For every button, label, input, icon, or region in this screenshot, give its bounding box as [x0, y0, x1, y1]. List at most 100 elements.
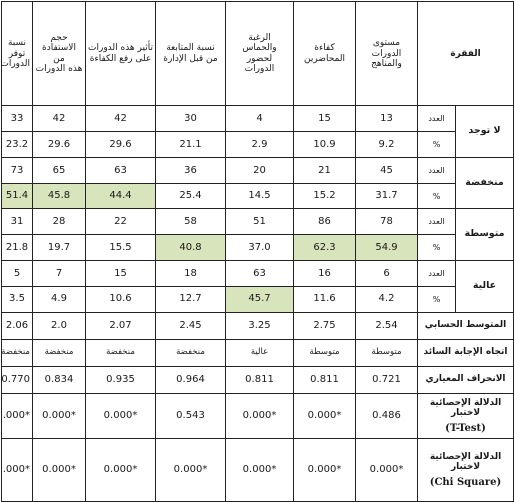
- column-header-line: نسبة: [7, 38, 27, 49]
- count-cell: 28: [32, 208, 86, 236]
- percent-cell: 29.6: [32, 131, 86, 158]
- ttest-cell: 0.543: [155, 392, 226, 440]
- column-header: تأثير هذه الدورات على رفع الكفاءة: [85, 0, 156, 107]
- count-cell: 73: [1, 156, 33, 184]
- mean-cell: 2.0: [32, 311, 86, 340]
- column-header-line: هذه الدورات: [35, 64, 83, 75]
- percent-label: %: [417, 234, 456, 262]
- count-cell: 51: [225, 208, 294, 236]
- percent-cell: 62.3: [293, 234, 356, 262]
- chisq-cell: *0.000: [155, 438, 226, 502]
- percent-row: % 4.2 11.6 45.7 12.7 10.6 4.9 3.5: [1, 285, 514, 313]
- chisq-label-text: الدلالة الإحصائية لاختبار: [429, 452, 502, 473]
- header-row: الفقرة مستوى الدورات والمناهج كفاءة المحاضرين…: [1, 0, 514, 107]
- chisq-cell: *0.000: [32, 438, 86, 502]
- percent-cell: 51.4: [1, 182, 33, 210]
- trend-cell: منخفضة: [155, 338, 226, 367]
- count-label: العدد: [417, 105, 456, 133]
- percent-cell: 15.2: [293, 182, 356, 210]
- count-cell: 31: [1, 208, 33, 236]
- column-header: نسبة توفر الدورات: [1, 0, 33, 107]
- ttest-cell: *0.000: [1, 392, 33, 440]
- chisq-row: الدلالة الإحصائية لاختبار (Chi Square) *0.…: [1, 438, 514, 502]
- column-header-line: من قبل الإدارة: [163, 53, 218, 64]
- count-cell: 65: [32, 156, 86, 184]
- count-cell: 5: [1, 260, 33, 287]
- count-row: منخفضة العدد 45 21 20 36 63 65 73: [1, 156, 514, 210]
- count-row: متوسطة العدد 78 86 51 58 22 28 31: [1, 208, 514, 262]
- count-cell: 22: [85, 208, 156, 236]
- trend-cell: متوسطة: [355, 338, 418, 367]
- column-header-line: والمناهج: [371, 58, 402, 69]
- group-label: متوسطة: [455, 208, 514, 262]
- count-label: العدد: [417, 156, 456, 184]
- ttest-cell: *0.000: [293, 392, 356, 440]
- chisq-cell: *0.000: [355, 438, 418, 502]
- percent-cell: 2.9: [225, 131, 294, 158]
- header-label: الفقرة: [417, 0, 514, 107]
- percent-cell: 10.6: [85, 285, 156, 313]
- column-header-line: مستوى: [372, 38, 401, 49]
- column-header-line: لحضور: [246, 53, 273, 64]
- trend-label: اتجاه الإجابة السائد: [417, 338, 514, 367]
- ttest-label: الدلالة الإحصائية لاختبار (T-Test): [417, 392, 514, 440]
- count-cell: 86: [293, 208, 356, 236]
- count-cell: 63: [85, 156, 156, 184]
- column-header-line: تأثير هذه الدورات: [88, 43, 153, 54]
- column-header-line: الرغبة: [248, 32, 271, 43]
- chisq-label: الدلالة الإحصائية لاختبار (Chi Square): [417, 438, 514, 502]
- percent-label: %: [417, 182, 456, 210]
- percent-row: % 31.7 15.2 14.5 25.4 44.4 45.8 51.4: [1, 182, 514, 210]
- count-cell: 21: [293, 156, 356, 184]
- count-cell: 33: [1, 105, 33, 133]
- percent-cell: 21.8: [1, 234, 33, 262]
- ttest-cell: *0.000: [85, 392, 156, 440]
- ttest-cell: 0.486: [355, 392, 418, 440]
- mean-label: المتوسط الحسابي: [417, 311, 514, 340]
- percent-label: %: [417, 285, 456, 313]
- std-cell: 0.811: [225, 365, 294, 394]
- ttest-label-latin: (T-Test): [445, 422, 486, 434]
- count-cell: 16: [293, 260, 356, 287]
- ttest-cell: *0.000: [225, 392, 294, 440]
- column-header-line: على رفع الكفاءة: [89, 53, 152, 64]
- std-label: الانحراف المعياري: [417, 365, 514, 394]
- column-header-line: حجم: [50, 32, 68, 43]
- percent-cell: 9.2: [355, 131, 418, 158]
- percent-cell: 25.4: [155, 182, 226, 210]
- count-label: العدد: [417, 208, 456, 236]
- column-header-line: توفر: [8, 48, 26, 59]
- count-cell: 7: [32, 260, 86, 287]
- count-cell: 13: [355, 105, 418, 133]
- column-header-line: الدورات: [244, 64, 275, 75]
- percent-cell: 23.2: [1, 131, 33, 158]
- percent-cell: 4.9: [32, 285, 86, 313]
- column-header-line: الدورات: [1, 58, 31, 69]
- chisq-cell: *0.000: [85, 438, 156, 502]
- count-cell: 63: [225, 260, 294, 287]
- percent-cell: 15.5: [85, 234, 156, 262]
- std-cell: 0.935: [85, 365, 156, 394]
- percent-cell: 19.7: [32, 234, 86, 262]
- percent-cell: 3.5: [1, 285, 33, 313]
- trend-cell: متوسطة: [293, 338, 356, 367]
- std-row: الانحراف المعياري 0.721 0.811 0.811 0.964 0.9…: [1, 365, 514, 394]
- ttest-row: الدلالة الإحصائية لاختبار (T-Test) 0.486 *0…: [1, 392, 514, 440]
- column-header-line: نسبة المتابعة: [166, 43, 215, 54]
- std-cell: 0.811: [293, 365, 356, 394]
- percent-cell: 37.0: [225, 234, 294, 262]
- count-cell: 18: [155, 260, 226, 287]
- column-header-line: الدورات: [371, 48, 402, 59]
- percent-cell: 10.9: [293, 131, 356, 158]
- trend-cell: منخفضة: [85, 338, 156, 367]
- count-cell: 30: [155, 105, 226, 133]
- column-header-line: كفاءة: [314, 43, 335, 54]
- ttest-label-text: الدلالة الإحصائية لاختبار: [429, 397, 502, 419]
- mean-cell: 2.45: [155, 311, 226, 340]
- trend-cell: منخفضة: [1, 338, 33, 367]
- mean-cell: 3.25: [225, 311, 294, 340]
- mean-cell: 2.75: [293, 311, 356, 340]
- column-header-line: والحماس: [242, 43, 277, 54]
